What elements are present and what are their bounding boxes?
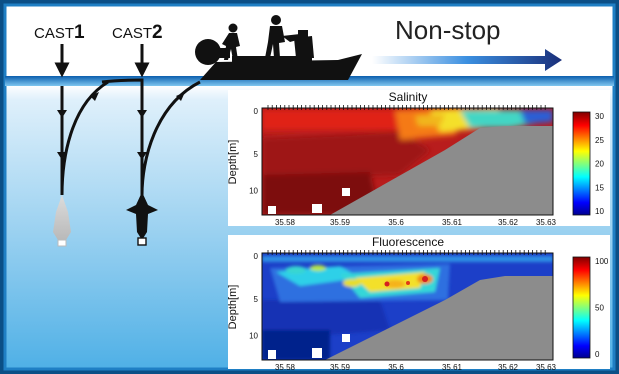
fluorescence-top-ticks xyxy=(267,250,546,255)
fl-xtick-label: 35.58 xyxy=(275,363,296,372)
sal-ytick-label: 5 xyxy=(254,150,259,159)
salinity-ylabel: Depth[m] xyxy=(227,140,239,185)
fluorescence-title: Fluorescence xyxy=(372,235,444,249)
fl-xtick-label: 35.63 xyxy=(536,363,557,372)
sal-xtick-label: 35.6 xyxy=(388,218,404,227)
fl-xtick-label: 35.61 xyxy=(442,363,463,372)
sal-colorbar-label: 15 xyxy=(595,183,604,192)
sal-colorbar-label: 30 xyxy=(595,112,604,121)
sal-xtick-label: 35.59 xyxy=(330,218,351,227)
sal-colorbar-label: 20 xyxy=(595,160,604,169)
cast2-profile xyxy=(101,78,201,246)
salinity-panel: Salinity 35.58 35.59 35.6 35.61 35.62 35.63 0… xyxy=(227,90,610,227)
cast1-profile xyxy=(53,80,109,247)
fl-colorbar-label: 100 xyxy=(595,257,609,266)
salinity-top-ticks xyxy=(267,105,546,110)
fluorescence-heatmap xyxy=(262,253,553,360)
fluorescence-ylabel: Depth[m] xyxy=(227,285,239,330)
salinity-heatmap xyxy=(262,108,553,215)
nonstop-arrow xyxy=(372,49,562,71)
sal-ytick-label: 10 xyxy=(249,186,258,195)
winch-reel-icon xyxy=(195,39,221,65)
ctd-probe-ghost-icon xyxy=(53,195,71,240)
cast1-label: CAST1 xyxy=(34,22,85,43)
fl-xtick-label: 35.6 xyxy=(388,363,404,372)
fl-ytick-label: 0 xyxy=(254,252,259,261)
nonstop-label: Non-stop xyxy=(395,15,501,45)
salinity-title: Salinity xyxy=(389,90,428,104)
fluorescence-panel: Fluorescence xyxy=(227,235,610,372)
sal-colorbar-label: 10 xyxy=(595,207,604,216)
fluorescence-colorbar xyxy=(572,256,591,359)
boat-icon xyxy=(195,15,362,80)
salinity-colorbar xyxy=(572,111,591,216)
fl-ytick-label: 10 xyxy=(249,331,258,340)
cast2-label: CAST2 xyxy=(112,22,163,43)
sal-xtick-label: 35.62 xyxy=(498,218,519,227)
fl-colorbar-label: 0 xyxy=(595,350,600,359)
fl-xtick-label: 35.62 xyxy=(498,363,519,372)
sal-xtick-label: 35.61 xyxy=(442,218,463,227)
salinity-axes-box xyxy=(261,107,554,216)
sal-xtick-label: 35.63 xyxy=(536,218,557,227)
water-surface xyxy=(5,76,614,86)
salinity-seabed xyxy=(330,126,553,215)
person-silhouette-icon xyxy=(222,23,240,60)
fluorescence-axes-box xyxy=(261,252,554,361)
sal-ytick-label: 0 xyxy=(254,107,259,116)
fl-ytick-label: 5 xyxy=(254,295,259,304)
fluorescence-seabed xyxy=(325,276,553,360)
fl-xtick-label: 35.59 xyxy=(330,363,351,372)
fl-colorbar-label: 50 xyxy=(595,304,604,313)
ctd-probe-icon xyxy=(126,192,158,240)
sal-xtick-label: 35.58 xyxy=(275,218,296,227)
sal-colorbar-label: 25 xyxy=(595,136,604,145)
